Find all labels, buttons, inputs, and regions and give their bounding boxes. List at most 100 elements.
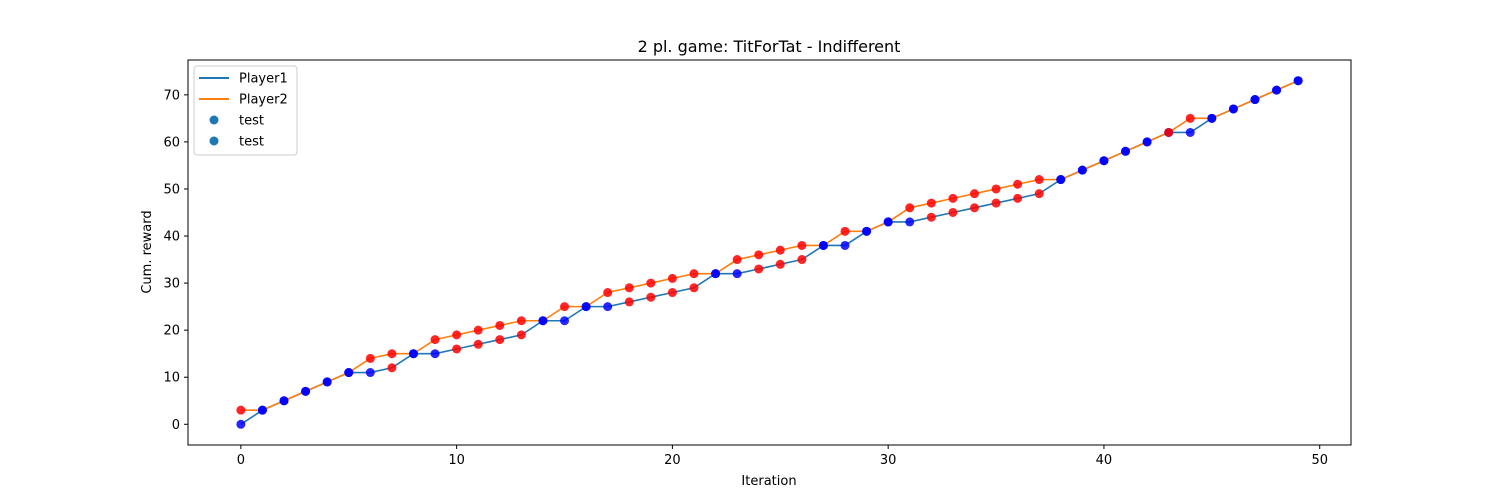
scatter-point-2	[840, 226, 850, 236]
scatter-point-2	[948, 193, 958, 203]
scatter-point-1	[667, 288, 677, 298]
y-tick-label: 30	[163, 277, 180, 292]
scatter-point-2	[279, 396, 289, 406]
scatter-point-2	[754, 250, 764, 260]
scatter-point-2	[797, 240, 807, 250]
scatter-point-1	[948, 207, 958, 217]
scatter-point-2	[581, 302, 591, 312]
scatter-point-2	[1142, 137, 1152, 147]
scatter-point-2	[1164, 127, 1174, 137]
scatter-point-1	[1013, 193, 1023, 203]
y-tick-label: 10	[163, 371, 180, 386]
y-tick-label: 70	[163, 88, 180, 103]
scatter-point-1	[754, 264, 764, 274]
scatter-point-2	[905, 203, 915, 213]
scatter-point-1	[430, 349, 440, 359]
x-tick-label: 30	[880, 453, 897, 468]
scatter-point-1	[646, 292, 656, 302]
y-tick-label: 50	[163, 182, 180, 197]
scatter-point-2	[236, 405, 246, 415]
scatter-point-2	[624, 283, 634, 293]
scatter-point-1	[387, 363, 397, 373]
scatter-point-2	[732, 255, 742, 265]
scatter-point-2	[711, 269, 721, 279]
y-tick-label: 60	[163, 135, 180, 150]
scatter-point-2	[862, 226, 872, 236]
scatter-point-2	[408, 349, 418, 359]
scatter-point-2	[344, 368, 354, 378]
chart-title: 2 pl. game: TitForTat - Indifferent	[638, 37, 901, 56]
scatter-point-2	[1013, 179, 1023, 189]
scatter-point-1	[991, 198, 1001, 208]
scatter-point-2	[1056, 175, 1066, 185]
scatter-point-1	[689, 283, 699, 293]
scatter-point-2	[775, 245, 785, 255]
scatter-point-2	[1272, 85, 1282, 95]
y-axis-label: Cum. reward	[140, 210, 155, 293]
scatter-point-2	[646, 278, 656, 288]
scatter-point-1	[1185, 127, 1195, 137]
scatter-point-2	[926, 198, 936, 208]
scatter-point-1	[624, 297, 634, 307]
scatter-point-1	[840, 240, 850, 250]
scatter-point-2	[991, 184, 1001, 194]
scatter-point-1	[905, 217, 915, 227]
scatter-point-1	[473, 339, 483, 349]
legend-swatch-marker	[209, 115, 219, 125]
scatter-point-1	[732, 269, 742, 279]
scatter-point-2	[1185, 113, 1195, 123]
scatter-point-2	[883, 217, 893, 227]
scatter-point-2	[1099, 156, 1109, 166]
scatter-point-2	[430, 335, 440, 345]
scatter-point-2	[516, 316, 526, 326]
scatter-point-1	[797, 255, 807, 265]
legend: Player1 Player2 test test	[193, 65, 298, 156]
x-axis: 0 10 20 30 40 50	[237, 445, 1328, 468]
scatter-point-1	[365, 368, 375, 378]
plot-area	[236, 76, 1303, 429]
scatter-point-2	[495, 320, 505, 330]
scatter-point-2	[322, 377, 332, 387]
scatter-point-2	[1207, 113, 1217, 123]
scatter-point-2	[1228, 104, 1238, 114]
scatter-point-2	[1121, 146, 1131, 156]
scatter-point-2	[473, 325, 483, 335]
scatter-point-2	[1034, 175, 1044, 185]
legend-label: Player1	[239, 72, 288, 87]
x-tick-label: 50	[1311, 453, 1328, 468]
scatter-point-2	[1293, 76, 1303, 86]
scatter-point-1	[926, 212, 936, 222]
legend-label: test	[239, 114, 264, 129]
y-axis: 0 10 20 30 40 50 60 70	[163, 88, 188, 433]
x-tick-label: 40	[1096, 453, 1113, 468]
x-axis-label: Iteration	[741, 474, 796, 489]
scatter-point-2	[257, 405, 267, 415]
scatter-point-2	[689, 269, 699, 279]
scatter-point-2	[365, 353, 375, 363]
scatter-point-2	[387, 349, 397, 359]
scatter-point-1	[236, 419, 246, 429]
legend-label: Player2	[239, 93, 288, 108]
legend-box	[193, 65, 298, 156]
scatter-point-2	[1077, 165, 1087, 175]
scatter-point-1	[1034, 189, 1044, 199]
y-tick-label: 20	[163, 324, 180, 339]
scatter-point-1	[775, 259, 785, 269]
scatter-point-2	[301, 386, 311, 396]
scatter-point-1	[603, 302, 613, 312]
scatter-point-2	[969, 189, 979, 199]
x-tick-label: 10	[448, 453, 465, 468]
scatter-point-2	[452, 330, 462, 340]
scatter-point-1	[452, 344, 462, 354]
scatter-point-2	[538, 316, 548, 326]
legend-swatch-marker	[209, 136, 219, 146]
scatter-point-1	[969, 203, 979, 213]
axes-frame	[187, 59, 1352, 446]
y-tick-label: 40	[163, 230, 180, 245]
scatter-point-2	[560, 302, 570, 312]
scatter-point-1	[560, 316, 570, 326]
y-tick-label: 0	[172, 418, 180, 433]
scatter-point-2	[1250, 95, 1260, 105]
scatter-point-2	[603, 288, 613, 298]
